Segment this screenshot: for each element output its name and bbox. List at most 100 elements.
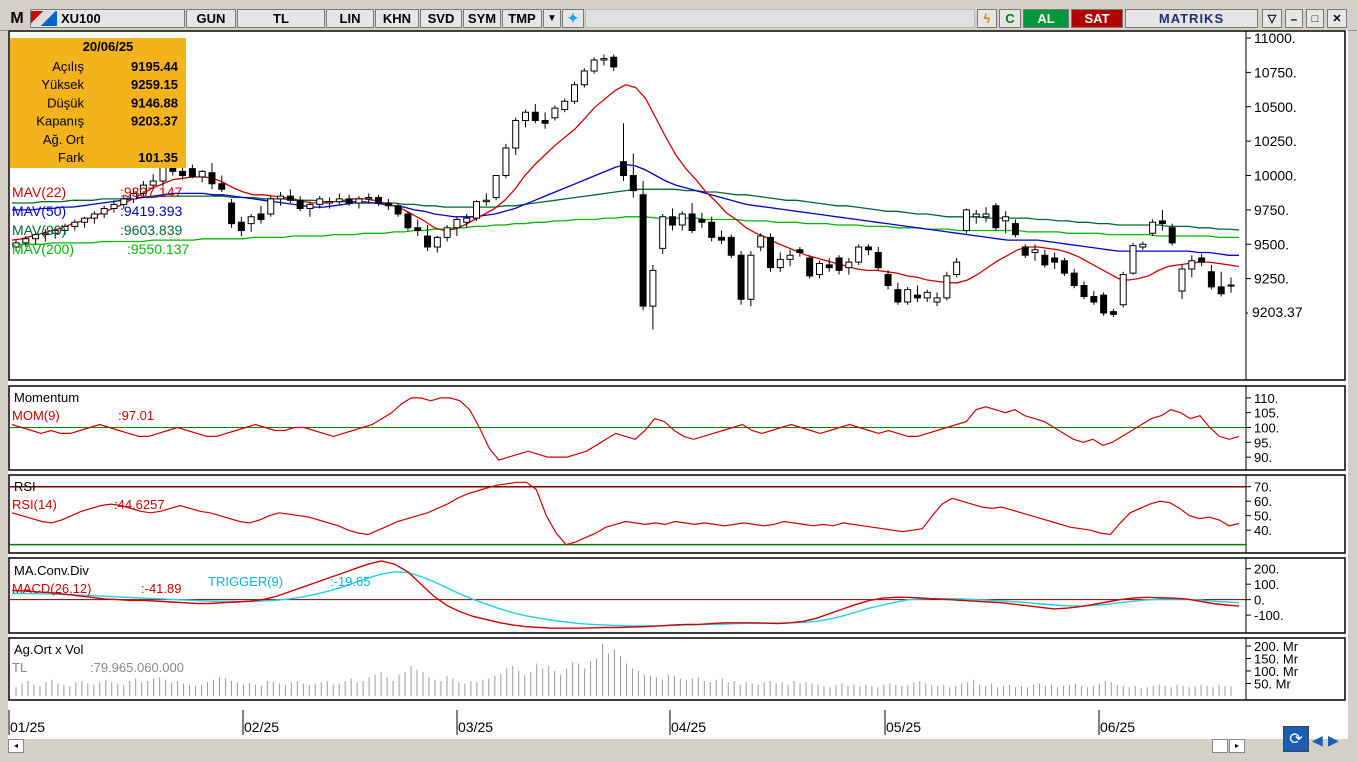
candle-body [414, 227, 422, 231]
sym-button[interactable]: SYM [463, 9, 501, 28]
candle-body [71, 221, 79, 227]
candle-body [815, 263, 823, 275]
symbol-field[interactable]: XU100 [30, 9, 185, 28]
macd-tick-label: 200. [1254, 562, 1279, 577]
candle-body [228, 202, 236, 225]
dropdown-arrow-icon[interactable]: ▼ [543, 9, 561, 28]
buy-button[interactable]: AL [1023, 9, 1069, 28]
collapse-icon[interactable]: ▽ [1262, 9, 1282, 28]
svd-button[interactable]: SVD [420, 9, 462, 28]
candle-body [375, 197, 383, 204]
candle-body [620, 161, 627, 176]
horizontal-scrollbar[interactable]: ◂ ▸ ⟳ ◀ ▶ [8, 726, 1348, 753]
minimize-icon[interactable]: – [1285, 9, 1303, 28]
candle-body [551, 107, 559, 119]
candle-body [1158, 220, 1166, 225]
price-tick-label: 10250. [1254, 133, 1297, 149]
date-tick-label: 03/25 [458, 719, 493, 735]
sell-button[interactable]: SAT [1071, 9, 1123, 28]
date-axis: 01/25 02/25 03/25 04/25 05/25 06/25 [8, 710, 1135, 735]
candle-body [786, 254, 794, 260]
candle-body [1031, 249, 1039, 253]
c-button[interactable]: C [999, 9, 1021, 28]
candle-body [1051, 257, 1059, 263]
candle-body [512, 120, 520, 149]
maximize-icon[interactable]: □ [1306, 9, 1324, 28]
candle-body [443, 227, 451, 238]
candle-body [326, 201, 334, 204]
currency-button[interactable]: TL [237, 9, 325, 28]
candle-body [776, 258, 784, 269]
candle-body [1119, 274, 1127, 306]
scroll-left-arrow[interactable]: ◂ [8, 739, 24, 753]
candle-body [659, 216, 667, 249]
nav-left-icon[interactable]: ◀ [1312, 733, 1323, 749]
date-tick-label: 04/25 [671, 719, 706, 735]
candle-body [492, 175, 500, 198]
nav-right-icon[interactable]: ▶ [1328, 733, 1339, 749]
close-icon[interactable]: ✕ [1327, 9, 1347, 28]
scroll-right-arrow[interactable]: ▸ [1229, 739, 1245, 753]
candle-body [1011, 223, 1019, 236]
lin-button[interactable]: LIN [326, 9, 374, 28]
info-value: 9259.15 [131, 77, 178, 92]
candle-body [208, 172, 216, 185]
mav90-line [12, 188, 1240, 231]
candle-body [982, 213, 990, 218]
chart-svg[interactable]: 9000.9250.9500.9750.10000.10250.10500.10… [8, 30, 1348, 740]
candle-body [32, 234, 40, 240]
price-tick-label: 9250. [1254, 271, 1289, 287]
candle-body [345, 198, 353, 204]
matriks-m-button[interactable]: M [6, 9, 28, 28]
candle-body [1060, 260, 1068, 274]
candle-body [923, 291, 931, 299]
candle-body [717, 236, 725, 241]
candle-body [453, 219, 461, 229]
price-tick-label: 9500. [1254, 236, 1289, 252]
candle-body [1168, 227, 1176, 244]
candle-body [247, 216, 255, 225]
macd-tick-label: 100. [1254, 577, 1279, 592]
momentum-line [11, 397, 1240, 461]
legend-rsi: RSI(14):44.6257 [12, 497, 165, 512]
candle-body [198, 170, 206, 178]
last-price-label: 9203.37 [1252, 304, 1303, 320]
candle-body [12, 242, 20, 248]
candle-body [188, 168, 196, 178]
candle-body [1021, 246, 1029, 256]
macd-title: MA.Conv.Div [14, 563, 89, 578]
date-tick-label: 02/25 [244, 719, 279, 735]
candle-body [149, 180, 157, 186]
info-value: 9195.44 [131, 59, 179, 74]
scroll-thumb[interactable] [1212, 739, 1228, 753]
macd-tick-label: 0. [1254, 593, 1265, 608]
candle-body [835, 257, 843, 271]
rsi-tick-label: 70. [1254, 480, 1272, 495]
candle-body [943, 275, 951, 299]
candle-body [737, 254, 745, 300]
candle-body [796, 249, 804, 253]
legend-mav50: MAV(50):9419.393 [12, 203, 182, 219]
flash-icon[interactable]: ϟ [977, 9, 997, 28]
legend-mom: MOM(9):97.01 [12, 408, 154, 423]
candle-body [482, 199, 490, 203]
candle-body [894, 289, 902, 303]
candle-body [81, 217, 89, 223]
candle-body [727, 236, 735, 256]
khn-button[interactable]: KHN [375, 9, 419, 28]
candle-body [355, 198, 363, 204]
candle-body [306, 203, 314, 209]
tmp-button[interactable]: TMP [502, 9, 542, 28]
candle-body [933, 297, 941, 303]
candle-body [992, 205, 1000, 229]
momentum-title: Momentum [14, 390, 79, 405]
period-button[interactable]: GUN [186, 9, 236, 28]
refresh-icon[interactable]: ⟳ [1283, 726, 1309, 752]
candlesticks [12, 54, 1235, 330]
twitter-bird-icon[interactable]: ✦ [562, 9, 584, 28]
candle-body [541, 120, 549, 124]
candle-body [629, 175, 637, 192]
candle-body [825, 264, 833, 269]
chart-area[interactable]: 9000.9250.9500.9750.10000.10250.10500.10… [8, 30, 1348, 740]
